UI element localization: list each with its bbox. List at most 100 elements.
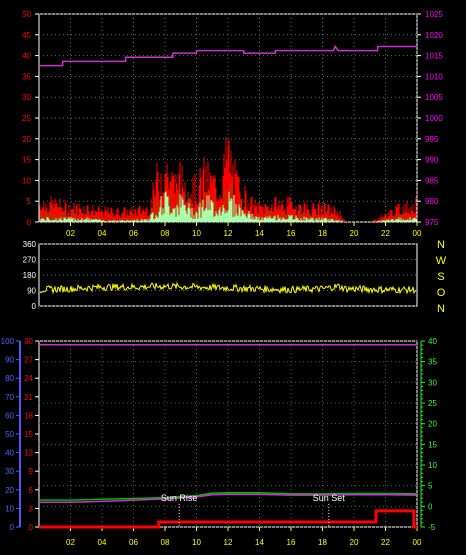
rain-y-tick-label: 15 xyxy=(24,430,33,439)
temperature-line xyxy=(39,491,418,501)
wind-y-tick-label: 35 xyxy=(22,72,31,81)
chart-title: 24 hour graphs for 03 Dezember 2014 xyxy=(170,0,349,10)
temp-x-tick-label: 00 xyxy=(413,538,422,547)
humidity-y-tick-label: 10 xyxy=(5,504,14,513)
compass-label: W xyxy=(436,255,447,267)
pressure-y-tick-label: 1020 xyxy=(425,31,443,40)
rain-y-tick-label: 27 xyxy=(24,356,33,365)
humidity-y-tick-label: 40 xyxy=(5,449,14,458)
pressure-y-tick-label: 1005 xyxy=(425,93,443,102)
humidity-y-tick-label: 20 xyxy=(5,486,14,495)
pressure-axis-title: Luftdruck xyxy=(370,0,416,10)
wind-y-tick-label: 30 xyxy=(22,93,31,102)
dewpoint-axis-title: Taupunkt xyxy=(393,320,442,334)
pressure-y-tick-label: 980 xyxy=(425,197,439,206)
humidity-y-tick-label: 0 xyxy=(10,523,15,532)
avgwind-series xyxy=(39,191,417,222)
temp-x-tick-label: 08 xyxy=(161,538,170,547)
temp-x-tick-label: 06 xyxy=(129,538,138,547)
rain-y-tick-label: 21 xyxy=(24,393,33,402)
wind-x-tick-label: 02 xyxy=(66,229,75,238)
pressure-y-tick-label: 985 xyxy=(425,176,439,185)
wind-x-tick-label: 00 xyxy=(413,229,422,238)
temp-x-tick-label: 20 xyxy=(350,538,359,547)
direction-y-tick-label: 90 xyxy=(27,287,36,296)
humidity-axis-title: Luftfeuchte xyxy=(67,320,127,334)
wind-y-tick-label: 45 xyxy=(22,31,31,40)
pressure-y-tick-label: 990 xyxy=(425,156,439,165)
pressure-y-tick-label: 1010 xyxy=(425,72,443,81)
wind-x-tick-label: 16 xyxy=(287,229,296,238)
wind-x-tick-label: 10 xyxy=(192,229,201,238)
wind-x-tick-label: 22 xyxy=(381,229,390,238)
pressure-y-tick-label: 995 xyxy=(425,135,439,144)
direction-line xyxy=(39,281,417,295)
direction-y-tick-label: 180 xyxy=(23,271,37,280)
humidity-y-tick-label: 50 xyxy=(5,430,14,439)
wind-y-tick-label: 20 xyxy=(22,135,31,144)
dewpoint-line xyxy=(39,493,418,503)
temp-x-tick-label: 16 xyxy=(287,538,296,547)
wind-axis-title: Windstärke xyxy=(33,0,89,10)
pressure-y-tick-label: 1015 xyxy=(425,52,443,61)
pressure-y-tick-label: 975 xyxy=(425,218,439,227)
compass-label: N xyxy=(437,239,445,251)
rain-y-tick-label: 9 xyxy=(29,467,34,476)
pressure-y-tick-label: 1025 xyxy=(425,10,443,19)
temp-x-tick-label: 18 xyxy=(318,538,327,547)
rain-y-tick-label: 0 xyxy=(29,523,34,532)
wind-y-tick-label: 40 xyxy=(22,52,31,61)
pressure-line xyxy=(39,44,417,67)
temp-y-tick-label: 0 xyxy=(428,502,433,511)
compass-label: S xyxy=(437,271,444,283)
wind-y-tick-label: 50 xyxy=(22,10,31,19)
sun-marker-label: Sun Set xyxy=(313,493,346,503)
humidity-y-tick-label: 100 xyxy=(1,337,15,346)
wind-y-tick-label: 0 xyxy=(27,218,32,227)
wind-y-tick-label: 10 xyxy=(22,176,31,185)
direction-y-tick-label: 360 xyxy=(23,240,37,249)
wind-y-tick-label: 5 xyxy=(27,197,32,206)
temp-x-tick-label: 02 xyxy=(66,538,75,547)
temp-x-tick-label: 10 xyxy=(192,538,201,547)
temp-x-tick-label: 12 xyxy=(224,538,233,547)
temp-y-tick-label: 30 xyxy=(428,378,437,387)
temperature-axis-title: Temperatur xyxy=(312,320,373,334)
direction-y-tick-label: 0 xyxy=(32,302,37,311)
humidity-y-tick-label: 80 xyxy=(5,374,14,383)
temp-y-tick-label: 20 xyxy=(428,420,437,429)
wind-x-tick-label: 18 xyxy=(318,229,327,238)
wind-x-tick-label: 12 xyxy=(224,229,233,238)
temp-y-tick-label: 10 xyxy=(428,461,437,470)
temp-y-tick-label: 35 xyxy=(428,358,437,367)
rain-y-tick-label: 18 xyxy=(24,411,33,420)
humidity-y-tick-label: 90 xyxy=(5,356,14,365)
rain-y-tick-label: 30 xyxy=(24,337,33,346)
humidity-y-tick-label: 70 xyxy=(5,393,14,402)
wind-x-tick-label: 14 xyxy=(255,229,264,238)
rain-y-tick-label: 24 xyxy=(24,374,33,383)
sun-marker-label: Sun Rise xyxy=(161,493,198,503)
pressure-y-tick-label: 1000 xyxy=(425,114,443,123)
temp-y-tick-label: 15 xyxy=(428,440,437,449)
compass-label: O xyxy=(437,287,446,299)
rain-line xyxy=(39,509,417,529)
temp-y-tick-label: 5 xyxy=(428,482,433,491)
wind-x-tick-label: 08 xyxy=(161,229,170,238)
temp-x-tick-label: 04 xyxy=(98,538,107,547)
temp-x-tick-label: 14 xyxy=(255,538,264,547)
temp-y-tick-label: 25 xyxy=(428,399,437,408)
temp-x-tick-label: 22 xyxy=(381,538,390,547)
rain-y-tick-label: 6 xyxy=(29,486,34,495)
rain-y-tick-label: 12 xyxy=(24,449,33,458)
wind-x-tick-label: 20 xyxy=(350,229,359,238)
humidity-y-tick-label: 30 xyxy=(5,467,14,476)
wind-x-tick-label: 04 xyxy=(98,229,107,238)
direction-y-tick-label: 270 xyxy=(23,256,37,265)
temp-y-tick-label: 40 xyxy=(428,337,437,346)
humidity-y-tick-label: 60 xyxy=(5,411,14,420)
wind-x-tick-label: 06 xyxy=(129,229,138,238)
rain-y-tick-label: 3 xyxy=(29,504,34,513)
temp-y-tick-label: -5 xyxy=(428,523,436,532)
